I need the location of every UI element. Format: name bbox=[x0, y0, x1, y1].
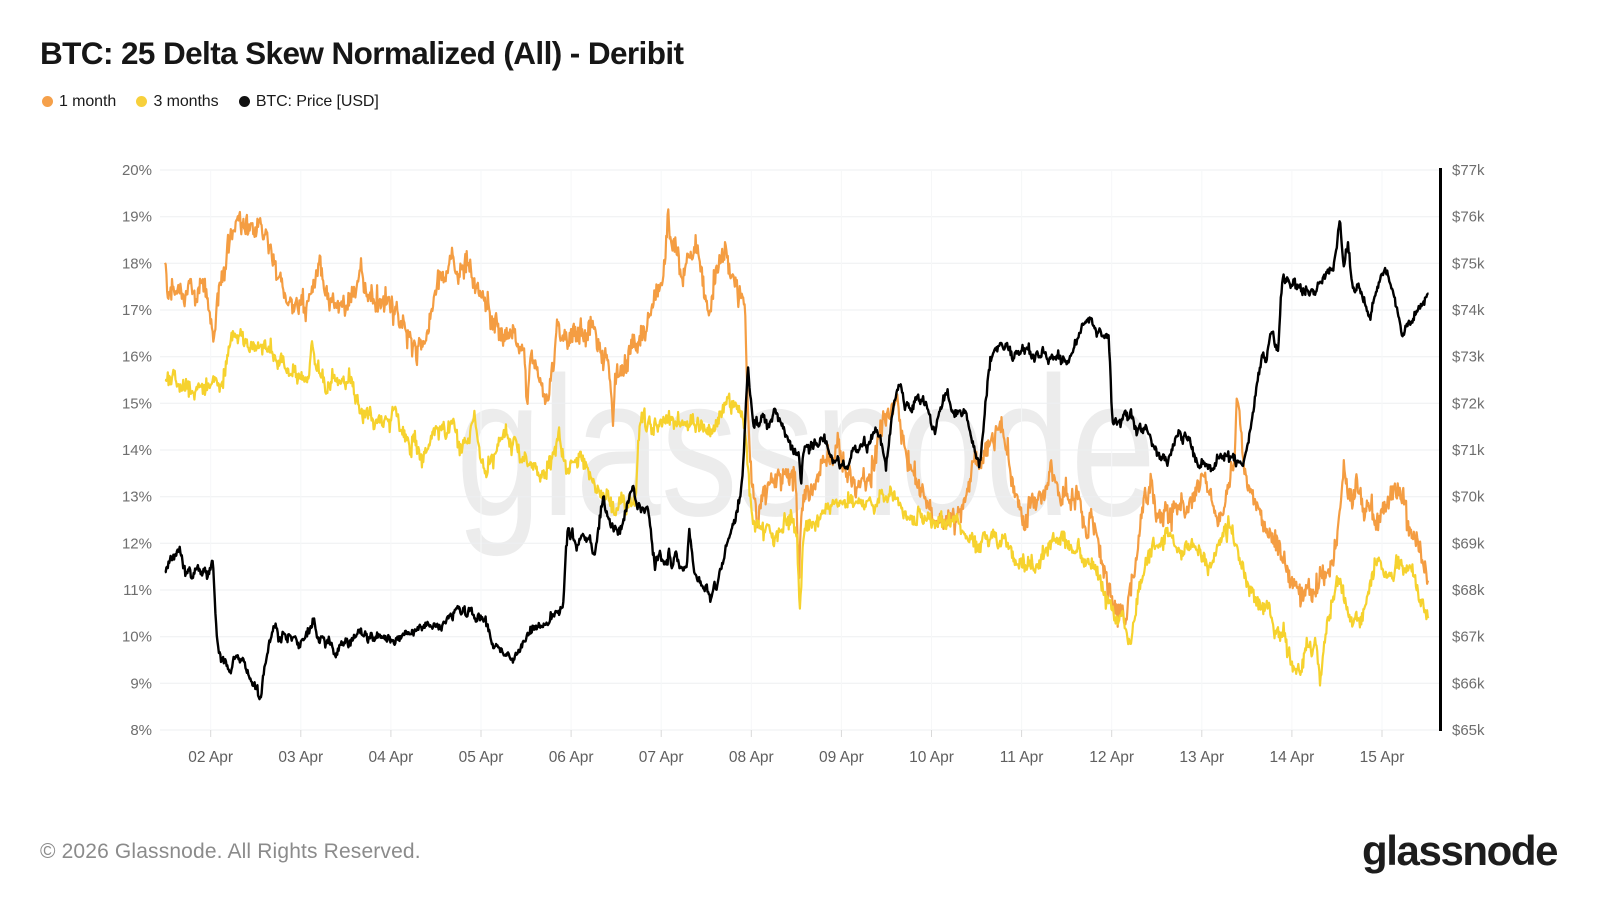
svg-text:$73k: $73k bbox=[1452, 349, 1485, 366]
svg-text:11 Apr: 11 Apr bbox=[1000, 749, 1044, 766]
svg-text:05 Apr: 05 Apr bbox=[459, 749, 504, 766]
svg-text:06 Apr: 06 Apr bbox=[549, 749, 594, 766]
svg-text:09 Apr: 09 Apr bbox=[819, 749, 864, 766]
svg-text:02 Apr: 02 Apr bbox=[188, 749, 233, 766]
svg-text:04 Apr: 04 Apr bbox=[368, 749, 413, 766]
svg-text:17%: 17% bbox=[122, 302, 152, 319]
svg-text:18%: 18% bbox=[122, 255, 152, 272]
svg-text:13%: 13% bbox=[122, 489, 152, 506]
svg-text:8%: 8% bbox=[130, 722, 152, 739]
svg-text:19%: 19% bbox=[122, 209, 152, 226]
svg-text:$69k: $69k bbox=[1452, 535, 1485, 552]
svg-text:$67k: $67k bbox=[1452, 629, 1485, 646]
svg-text:12%: 12% bbox=[122, 535, 152, 552]
svg-text:15 Apr: 15 Apr bbox=[1360, 749, 1405, 766]
svg-text:11%: 11% bbox=[123, 582, 152, 599]
svg-text:$65k: $65k bbox=[1452, 722, 1485, 739]
svg-text:9%: 9% bbox=[130, 675, 152, 692]
svg-text:07 Apr: 07 Apr bbox=[639, 749, 684, 766]
svg-text:$75k: $75k bbox=[1452, 255, 1485, 272]
svg-text:$70k: $70k bbox=[1452, 489, 1485, 506]
svg-text:10%: 10% bbox=[122, 629, 152, 646]
svg-text:$77k: $77k bbox=[1452, 162, 1485, 179]
svg-text:13 Apr: 13 Apr bbox=[1179, 749, 1224, 766]
svg-text:03 Apr: 03 Apr bbox=[278, 749, 323, 766]
svg-text:12 Apr: 12 Apr bbox=[1089, 749, 1134, 766]
svg-text:$72k: $72k bbox=[1452, 395, 1485, 412]
svg-text:16%: 16% bbox=[122, 349, 152, 366]
svg-text:14%: 14% bbox=[122, 442, 152, 459]
svg-text:$71k: $71k bbox=[1452, 442, 1485, 459]
svg-text:15%: 15% bbox=[122, 395, 152, 412]
svg-text:$76k: $76k bbox=[1452, 209, 1485, 226]
svg-text:$74k: $74k bbox=[1452, 302, 1485, 319]
svg-text:10 Apr: 10 Apr bbox=[909, 749, 954, 766]
svg-text:14 Apr: 14 Apr bbox=[1269, 749, 1314, 766]
svg-text:08 Apr: 08 Apr bbox=[729, 749, 774, 766]
svg-text:$66k: $66k bbox=[1452, 675, 1485, 692]
svg-text:$68k: $68k bbox=[1452, 582, 1485, 599]
svg-text:20%: 20% bbox=[122, 162, 152, 179]
